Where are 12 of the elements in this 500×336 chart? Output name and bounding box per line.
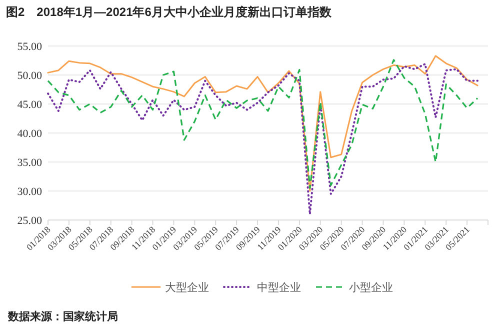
y-tick-label: 35.00 [17,157,42,169]
title: 图2 2018年1月—2021年6月大中小企业月度新出口订单指数 [6,5,332,19]
y-tick-label: 40.00 [17,128,42,140]
legend-label: 大型企业 [165,281,209,294]
y-tick-label: 55.00 [17,41,42,53]
legend-label: 小型企业 [349,281,393,294]
y-tick-label: 45.00 [17,99,42,111]
y-tick-label: 30.00 [17,186,42,198]
y-tick-label: 25.00 [17,215,42,227]
y-tick-label: 50.00 [17,70,42,82]
legend-label: 中型企业 [257,281,301,294]
source-note: 数据来源：国家统计局 [7,310,118,323]
